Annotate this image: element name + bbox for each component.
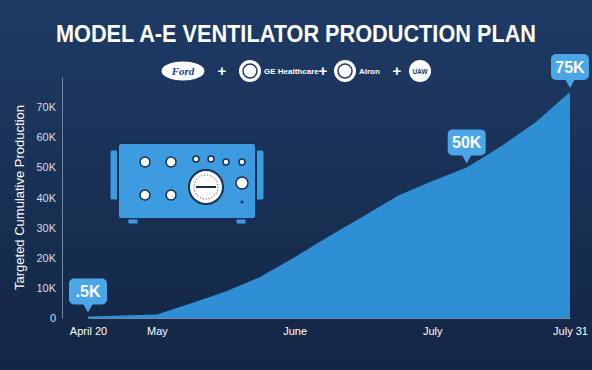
y-tick: 70K: [36, 101, 62, 113]
callout: 75K: [551, 54, 589, 88]
logo-shape: [334, 60, 356, 82]
logo-shape: [161, 61, 205, 81]
icon-gauge: [189, 170, 223, 204]
logo-shape: [409, 60, 431, 82]
icon-gauge: [194, 175, 218, 199]
icon-needle: [196, 186, 216, 188]
logo-shape: [239, 60, 261, 82]
x-tick: April 20: [70, 318, 107, 337]
partner-logo: UAW: [409, 60, 431, 82]
callout-label: .5K: [76, 283, 101, 300]
icon-body: [118, 143, 256, 219]
partner-separator: +: [393, 62, 402, 79]
icon-knob: [193, 156, 199, 162]
area: [88, 92, 570, 318]
callout-label: 75K: [555, 59, 585, 76]
icon-knob: [208, 156, 214, 162]
partners: Ford+GE Healthcare+Airon+UAW: [161, 60, 431, 82]
x-axis: April 20 May June July July 31: [70, 318, 588, 337]
y-tick-label: 20K: [36, 252, 56, 264]
icon-knob: [140, 190, 150, 200]
callout-box: [551, 54, 589, 80]
y-tick: 40K: [36, 192, 62, 204]
icon-foot: [236, 219, 246, 224]
y-tick: 50K: [36, 161, 62, 173]
x-tick-label: July 31: [553, 325, 588, 337]
y-tick-label: 0: [50, 312, 56, 324]
ventilator-icon: [110, 143, 264, 224]
x-tick: June: [283, 318, 307, 337]
x-tick-label: June: [283, 325, 307, 337]
x-tick-label: April 20: [70, 325, 107, 337]
y-axis-line: [62, 78, 63, 319]
y-tick-label: 30K: [36, 222, 56, 234]
y-tick: 10K: [36, 282, 62, 294]
y-tick-label: 60K: [36, 131, 56, 143]
partner-name: GE Healthcare: [264, 67, 319, 76]
partner-logo: GE Healthcare: [239, 60, 319, 82]
callout-pointer: [462, 154, 472, 163]
logo-shape: [338, 64, 352, 78]
y-axis-title: Targeted Cumulative Production: [12, 105, 27, 290]
partner-name: UAW: [412, 68, 428, 75]
callout-pointer: [83, 303, 93, 312]
callout: 50K: [448, 129, 486, 163]
partner-logo: Ford: [161, 61, 205, 81]
callout-box: [69, 278, 107, 304]
y-axis: 0 10K 20K 30K 40K 50K 60K 70K: [36, 78, 62, 325]
x-tick-label: May: [147, 325, 168, 337]
icon-dot: [241, 201, 244, 204]
icon-knob: [236, 177, 248, 189]
callout-box: [448, 129, 486, 155]
title: MODEL A-E VENTILATOR PRODUCTION PLAN: [56, 20, 536, 47]
icon-knob: [166, 157, 176, 167]
x-tick: May: [147, 318, 168, 337]
y-tick-label: 10K: [36, 282, 56, 294]
plot-area: [88, 92, 570, 318]
icon-knob: [239, 159, 245, 165]
y-tick-label: 50K: [36, 161, 56, 173]
x-axis-line: [89, 318, 571, 319]
y-tick: 60K: [36, 131, 62, 143]
partner-name: Ford: [171, 65, 195, 77]
partner-logo: Airon: [334, 60, 380, 82]
x-tick: July: [423, 318, 443, 337]
callout-pointer: [565, 79, 575, 88]
x-tick-label: July: [423, 325, 443, 337]
icon-knob: [140, 157, 150, 167]
y-tick-label: 40K: [36, 192, 56, 204]
y-tick: 30K: [36, 222, 62, 234]
chart-svg: MODEL A-E VENTILATOR PRODUCTION PLAN Ford…: [0, 0, 592, 370]
partner-separator: +: [218, 62, 227, 79]
background: [0, 0, 592, 370]
icon-knob: [166, 190, 176, 200]
icon-foot: [128, 219, 138, 224]
callout: .5K: [69, 278, 107, 312]
x-tick: July 31: [553, 318, 588, 337]
y-tick: 0: [50, 312, 62, 324]
annotations: .5K 50K 75K: [69, 54, 589, 312]
logo-shape: [243, 64, 257, 78]
partner-separator: +: [319, 62, 328, 79]
y-tick-label: 70K: [36, 101, 56, 113]
y-tick: 20K: [36, 252, 62, 264]
icon-knob: [223, 159, 229, 165]
callout-label: 50K: [452, 134, 482, 151]
partner-name: Airon: [359, 67, 380, 76]
